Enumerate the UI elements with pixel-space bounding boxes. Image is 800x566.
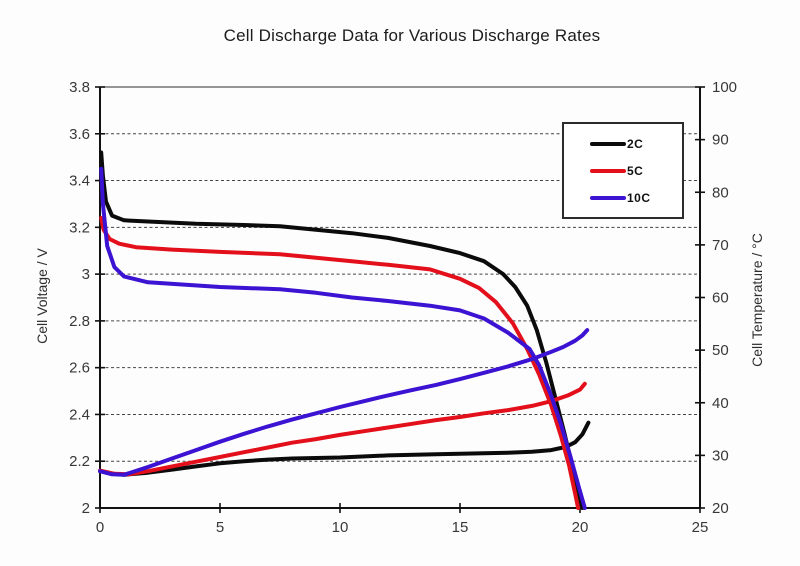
right-tick-label: 60 <box>712 290 729 307</box>
x-tick-label: 15 <box>452 519 469 536</box>
left-axis-title: Cell Voltage / V <box>34 248 50 344</box>
left-tick-label: 2.8 <box>69 313 90 330</box>
left-tick-label: 3.6 <box>69 126 90 143</box>
right-tick-label: 20 <box>712 500 729 517</box>
series-10c-temperature <box>98 328 590 477</box>
legend-label-5c: 5C <box>627 163 644 178</box>
right-tick-label: 100 <box>712 79 737 96</box>
left-tick-label: 2.4 <box>69 406 90 423</box>
legend-entry-10c: 10C <box>590 191 682 205</box>
right-tick-label: 90 <box>712 132 729 149</box>
left-tick-label: 3 <box>82 266 90 283</box>
x-tick-label: 10 <box>332 519 349 536</box>
x-tick-label: 25 <box>692 519 709 536</box>
series-5c-temperature <box>98 381 587 477</box>
left-tick-label: 2.6 <box>69 360 90 377</box>
legend-line-swatch-10c <box>590 195 626 200</box>
legend-label-2c: 2C <box>627 136 644 151</box>
left-tick-label: 3.4 <box>69 173 90 190</box>
x-tick-label: 5 <box>216 519 224 536</box>
x-tick-label: 20 <box>572 519 589 536</box>
series-10c-voltage <box>99 166 587 510</box>
left-tick-label: 2 <box>82 500 90 517</box>
legend-entry-2c: 2C <box>590 137 682 151</box>
right-tick-label: 70 <box>712 237 729 254</box>
chart-title: Cell Discharge Data for Various Discharg… <box>223 26 601 45</box>
right-tick-label: 40 <box>712 395 729 412</box>
series-2c-voltage <box>99 150 585 510</box>
series-2c-temperature <box>98 420 591 477</box>
right-tick-label: 30 <box>712 447 729 464</box>
right-tick-label: 80 <box>712 184 729 201</box>
series-5c-voltage <box>99 216 581 510</box>
legend-label-10c: 10C <box>627 190 651 205</box>
x-tick-label: 0 <box>96 519 104 536</box>
legend-entry-5c: 5C <box>590 164 682 178</box>
right-axis-title: Cell Temperature / °C <box>749 233 765 367</box>
legend: 2C 5C 10C <box>562 122 684 219</box>
left-tick-label: 3.8 <box>69 79 90 96</box>
left-tick-label: 2.2 <box>69 453 90 470</box>
right-tick-label: 50 <box>712 342 729 359</box>
legend-line-swatch-2c <box>590 141 626 146</box>
left-tick-label: 3.2 <box>69 219 90 236</box>
legend-line-swatch-5c <box>590 168 626 173</box>
